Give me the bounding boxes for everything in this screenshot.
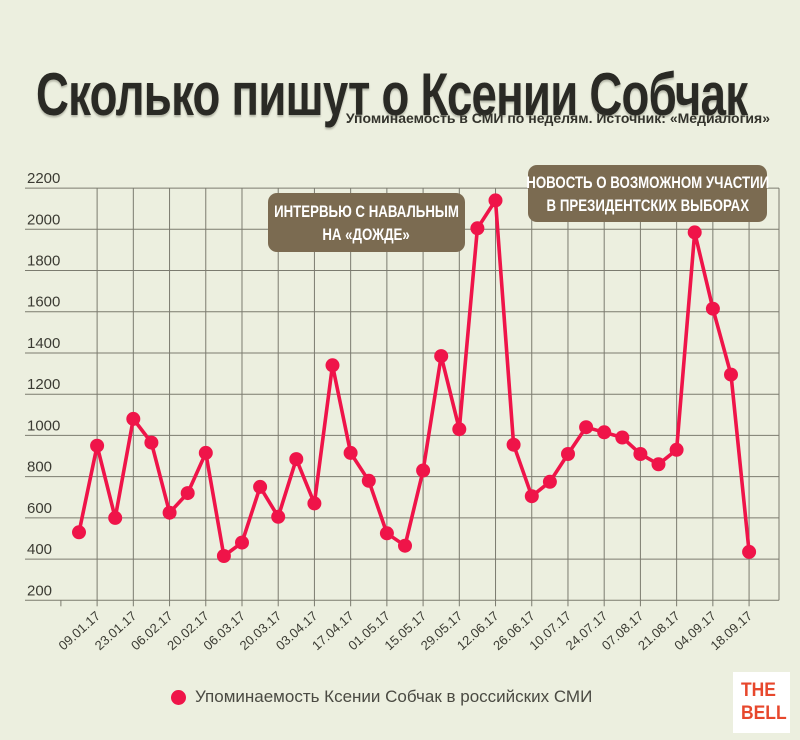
svg-text:800: 800 [27,459,52,476]
annotation-interview-navalny: ИНТЕРВЬЮ С НАВАЛЬНЫМ НА «ДОЖДЕ» [268,193,465,252]
logo-line: BELL [741,703,787,724]
svg-text:600: 600 [27,500,52,517]
svg-text:400: 400 [27,541,52,558]
annotation-line: ИНТЕРВЬЮ С НАВАЛЬНЫМ [274,201,459,221]
annotation-line: НА «ДОЖДЕ» [322,224,411,244]
chart-subtitle: Упоминаемость в СМИ по неделям. Источник… [345,110,770,126]
logo-line: THE [741,680,776,701]
svg-text:200: 200 [27,582,52,599]
annotation-line: НОВОСТЬ О ВОЗМОЖНОМ УЧАСТИИ [526,172,769,192]
svg-text:1800: 1800 [27,253,60,270]
annotation-election-news: НОВОСТЬ О ВОЗМОЖНОМ УЧАСТИИ В ПРЕЗИДЕНТС… [526,165,769,222]
legend-label: Упоминаемость Ксении Собчак в российских… [195,687,593,706]
svg-text:2200: 2200 [27,170,60,187]
annotation-line: В ПРЕЗИДЕНТСКИХ ВЫБОРАХ [546,195,749,215]
legend: Упоминаемость Ксении Собчак в российских… [171,687,592,707]
svg-text:2000: 2000 [27,211,60,228]
page-title: Сколько пишут о Ксении Собчак [36,61,748,129]
the-bell-logo: THE BELL [733,672,790,733]
svg-text:1200: 1200 [27,376,60,393]
legend-marker-icon [171,689,186,705]
svg-text:1600: 1600 [27,294,60,311]
svg-text:1400: 1400 [27,335,60,352]
svg-text:1000: 1000 [27,417,60,434]
